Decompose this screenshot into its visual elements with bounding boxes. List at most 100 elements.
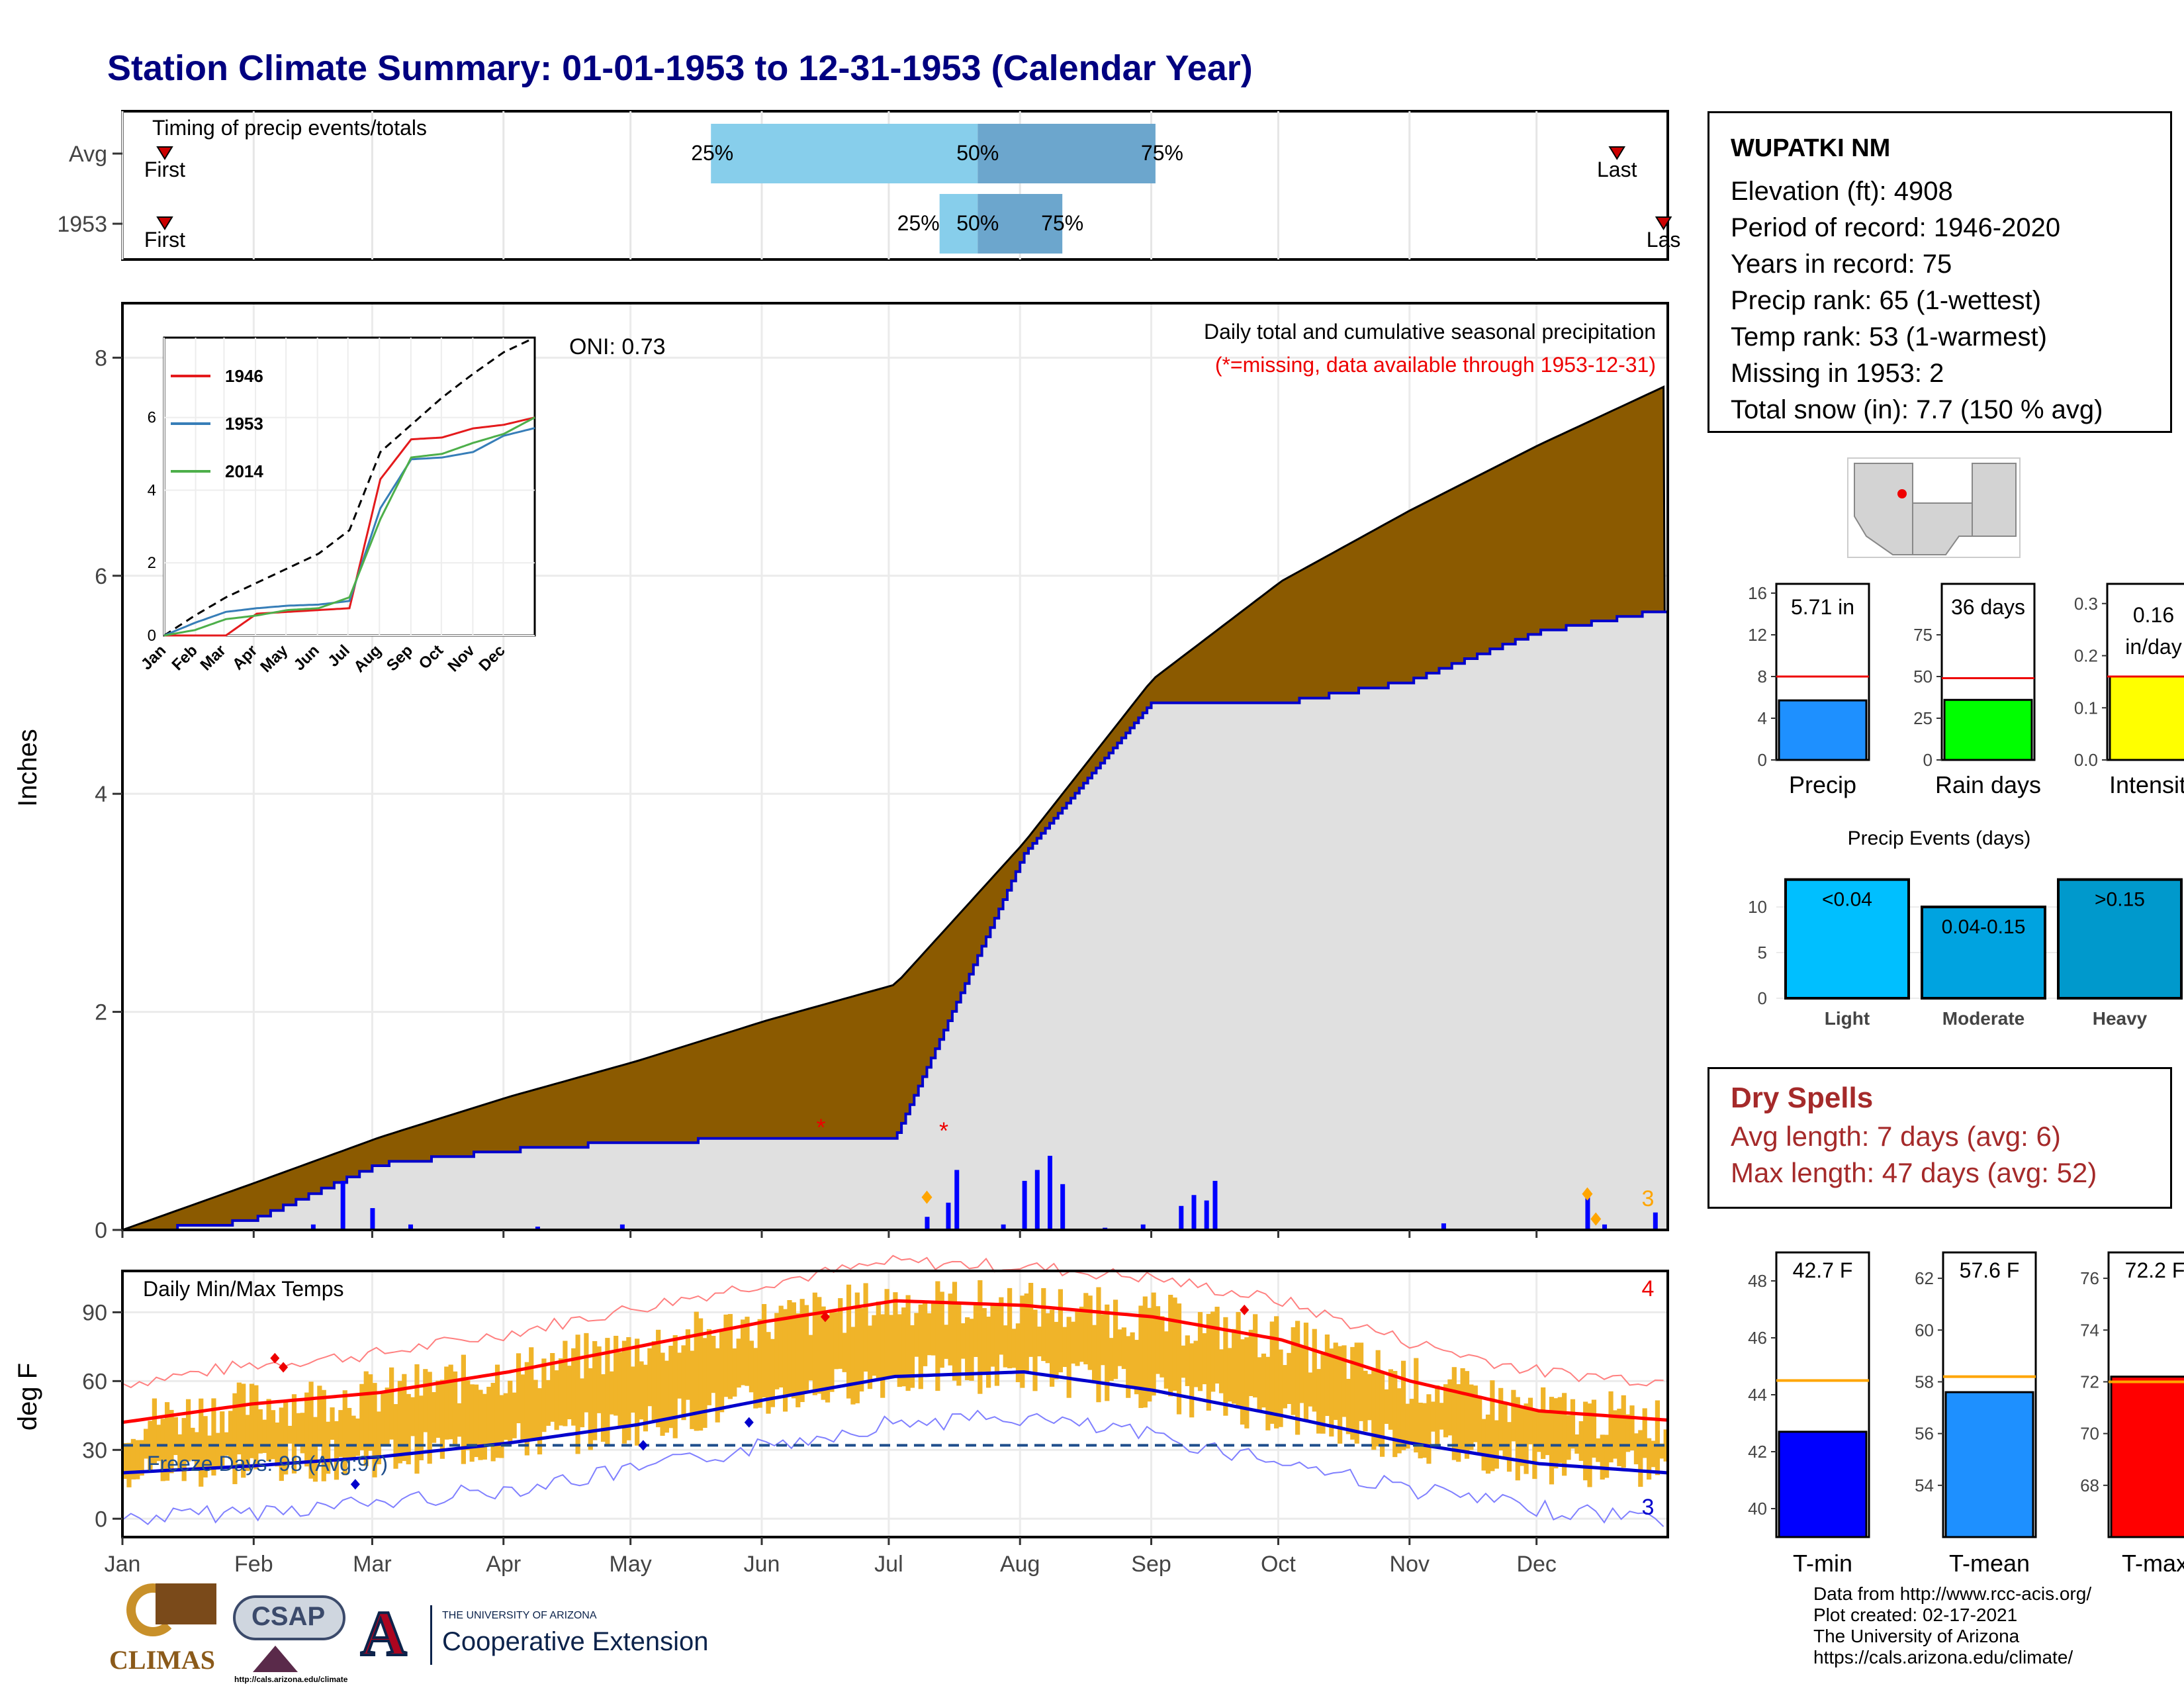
daily-temp-bar — [473, 1384, 479, 1458]
daily-temp-bar — [494, 1364, 500, 1458]
daily-temp-bar — [1202, 1333, 1207, 1385]
daily-temp-bar — [948, 1293, 953, 1366]
temp-ytick-label: 68 — [2080, 1476, 2099, 1495]
daily-temp-bar — [1642, 1408, 1647, 1458]
daily-temp-bar — [614, 1335, 619, 1416]
university-of-arizona-logo: A — [359, 1597, 408, 1670]
daily-temp-bar — [1384, 1389, 1389, 1425]
snow-marker — [1590, 1212, 1602, 1226]
daily-temp-bar — [444, 1366, 449, 1440]
precip-frame — [121, 302, 1669, 1231]
daily-precip-bar — [1048, 1156, 1052, 1230]
daily-temp-bar — [194, 1432, 199, 1472]
daily-temp-bar — [541, 1358, 547, 1432]
daily-temp-bar — [685, 1329, 691, 1400]
mini-value-label: 0.16 — [2133, 603, 2174, 627]
daily-temp-bar — [1596, 1438, 1601, 1462]
daily-temp-bar — [1041, 1288, 1046, 1362]
mini-chart-label: Precip — [1789, 771, 1856, 798]
daily-temp-bar — [833, 1312, 839, 1370]
timing-p75: 75% — [1141, 141, 1183, 165]
temp-ylabel: deg F — [13, 1363, 42, 1430]
record-high-marker — [279, 1362, 289, 1373]
record-high-marker — [1240, 1304, 1250, 1315]
daily-temp-bar — [690, 1350, 695, 1429]
daily-temp-bar — [1443, 1384, 1449, 1438]
daily-temp-bar — [1100, 1314, 1105, 1366]
events-ytick-label: 0 — [1758, 988, 1767, 1008]
daily-temp-bar — [656, 1329, 661, 1428]
daily-temp-bar — [1096, 1287, 1101, 1403]
daily-temp-bar — [1549, 1397, 1555, 1485]
daily-temp-bar — [719, 1330, 725, 1413]
daily-temp-bar — [317, 1385, 322, 1446]
daily-temp-bar — [537, 1388, 543, 1455]
daily-temp-bar — [1350, 1346, 1355, 1440]
daily-temp-bar — [579, 1378, 585, 1428]
daily-precip-bar — [1060, 1184, 1066, 1230]
daily-temp-bar — [588, 1368, 593, 1450]
main-charts: Timing of precip events/totals Avg 25% 50% 7… — [13, 110, 1680, 1577]
daily-temp-bar — [1295, 1321, 1300, 1435]
daily-temp-bar — [905, 1295, 911, 1391]
daily-precip-bar — [1179, 1205, 1184, 1230]
daily-temp-bar — [160, 1419, 165, 1481]
daily-temp-bar — [1282, 1365, 1288, 1409]
daily-temp-bar — [609, 1371, 614, 1415]
daily-temp-bar — [452, 1371, 458, 1446]
daily-temp-bar — [1502, 1402, 1508, 1458]
daily-temp-bar — [143, 1429, 149, 1459]
footer-created: Plot created: 02-17-2021 — [1813, 1605, 2018, 1625]
daily-temp-bar — [1451, 1367, 1457, 1460]
daily-temp-bar — [563, 1340, 568, 1427]
daily-temp-bar — [1447, 1379, 1453, 1436]
daily-temp-bar — [1422, 1403, 1428, 1458]
mini-bar-intensity — [2109, 675, 2184, 761]
daily-temp-bar — [1240, 1339, 1246, 1425]
record-high-line — [122, 1254, 1664, 1389]
timing-bar-25-50 — [711, 124, 978, 183]
daily-temp-bar — [245, 1415, 250, 1472]
event-category-label: Moderate — [1942, 1008, 2025, 1029]
month-label: Jun — [744, 1552, 780, 1577]
daily-temp-bar — [465, 1380, 471, 1450]
daily-temp-bar — [986, 1317, 991, 1388]
daily-temp-bar — [1600, 1434, 1605, 1480]
daily-temp-bar — [1562, 1393, 1567, 1476]
daily-temp-bar — [1659, 1443, 1664, 1459]
daily-temp-bar — [969, 1319, 974, 1381]
timing-bar-50-75 — [978, 124, 1156, 183]
precip-ytick-label: 6 — [95, 564, 107, 589]
event-bar-light — [1784, 878, 1910, 1000]
daily-temp-bar — [139, 1440, 144, 1476]
oni-label: ONI: 0.73 — [569, 334, 666, 359]
daily-temp-bar — [1210, 1311, 1216, 1392]
daily-temp-bar — [592, 1340, 598, 1440]
daily-temp-bar — [385, 1387, 390, 1446]
daily-temp-bar — [1050, 1309, 1055, 1387]
daily-temp-bar — [660, 1352, 665, 1436]
station-missing: Missing in 1953: 2 — [1731, 359, 1944, 388]
temp-value-label: 57.6 F — [1960, 1258, 2020, 1282]
daily-temp-bar — [897, 1314, 902, 1387]
station-years: Years in record: 75 — [1731, 250, 1952, 279]
daily-temp-bar — [1126, 1336, 1131, 1398]
climas-logo-text: CLIMAS — [109, 1645, 216, 1675]
daily-temp-bar — [923, 1303, 928, 1366]
daily-temp-bar — [1160, 1316, 1165, 1378]
daily-precip-bar — [310, 1224, 316, 1230]
temp-chart-label: T-max — [2122, 1550, 2184, 1577]
event-category-label: Light — [1825, 1008, 1870, 1029]
daily-temp-bar — [232, 1393, 238, 1485]
daily-temp-bar — [1612, 1410, 1618, 1459]
daily-precip-bar — [535, 1227, 540, 1230]
station-info-box: WUPATKI NM Elevation (ft): 4908 Period o… — [1707, 111, 2172, 433]
daily-temp-bar — [1375, 1350, 1381, 1447]
daily-temp-bar — [533, 1380, 538, 1440]
temp-ytick-label: 40 — [1748, 1499, 1767, 1519]
daily-temp-bar — [596, 1346, 602, 1413]
daily-temp-bar — [571, 1348, 576, 1426]
daily-temp-bar — [1287, 1352, 1292, 1404]
daily-temp-bar — [1168, 1295, 1173, 1397]
temp-panel: 0 30 60 90 Jan Feb Mar Apr May Jun Jul Aug Sep Oct Nov… — [13, 1254, 1669, 1577]
